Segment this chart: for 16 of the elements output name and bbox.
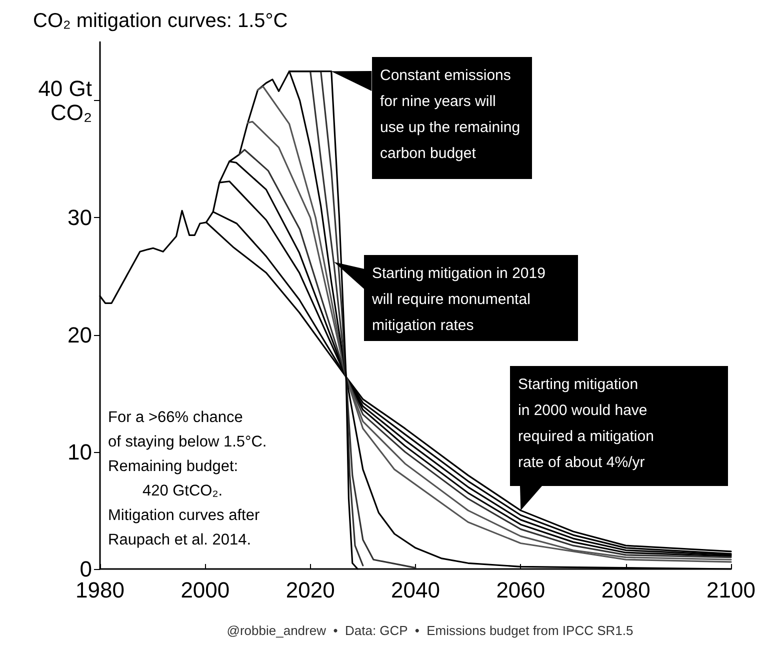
y-tick-label: 10 [68,439,92,464]
chart-title: CO₂ mitigation curves: 1.5°C [33,10,288,32]
annotation: For a >66% chance of staying below 1.5°C. Remaining budget: 420 GtCO₂. Mitigation curves after Raupach et al. 2014. [108,408,267,548]
callout-box: Starting mitigation in 2000 would have required a mitigation rate of about 4%/yr [510,366,728,486]
x-tick-label: 2100 [706,578,756,602]
callout-box: Starting mitigation in 2019 will require monumental mitigation rates [364,255,578,341]
callout-box: Constant emissions for nine years will use up the remaining carbon budget [372,57,532,179]
y-tick-label: 40 Gt CO₂ [38,76,92,126]
text: @robbie_andrew • Data: GCP • Emissions budget from IPCC SR1.5 [226,623,634,638]
x-tick-label: 2060 [496,578,546,602]
y-tick-label: 30 [68,205,92,230]
x-tick-label: 2080 [601,578,650,602]
x-tick-label: 2000 [180,578,230,602]
x-tick-label: 2020 [286,578,335,602]
x-tick-label: 2040 [391,578,440,602]
y-tick-label: 20 [68,322,92,348]
